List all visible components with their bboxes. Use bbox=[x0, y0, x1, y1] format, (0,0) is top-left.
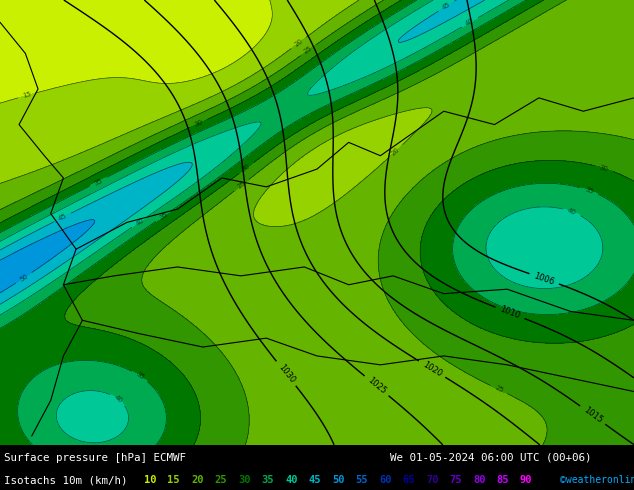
Text: 70: 70 bbox=[426, 475, 439, 485]
Text: 65: 65 bbox=[403, 475, 415, 485]
Text: 20: 20 bbox=[391, 146, 401, 156]
Text: 35: 35 bbox=[261, 475, 274, 485]
Text: 30: 30 bbox=[241, 163, 252, 173]
Text: 15: 15 bbox=[22, 91, 32, 99]
Text: 85: 85 bbox=[496, 475, 509, 485]
Text: 1015: 1015 bbox=[581, 405, 604, 425]
Text: 35: 35 bbox=[158, 211, 169, 221]
Text: 1025: 1025 bbox=[366, 376, 387, 396]
Text: 25: 25 bbox=[303, 45, 314, 55]
Text: 25: 25 bbox=[236, 180, 247, 190]
Text: 20: 20 bbox=[191, 475, 204, 485]
Text: 40: 40 bbox=[134, 217, 145, 227]
Text: 40: 40 bbox=[465, 18, 476, 27]
Text: 75: 75 bbox=[450, 475, 462, 485]
Text: 40: 40 bbox=[113, 394, 123, 404]
Text: 25: 25 bbox=[494, 385, 504, 394]
Text: 60: 60 bbox=[379, 475, 392, 485]
Text: 40: 40 bbox=[285, 475, 297, 485]
Text: 1010: 1010 bbox=[499, 305, 522, 321]
Text: 35: 35 bbox=[584, 186, 595, 195]
Text: 20: 20 bbox=[294, 38, 304, 48]
Text: ©weatheronline.co.uk: ©weatheronline.co.uk bbox=[560, 475, 634, 485]
Text: 30: 30 bbox=[238, 475, 250, 485]
Text: 30: 30 bbox=[193, 119, 204, 128]
Text: 1006: 1006 bbox=[533, 271, 555, 287]
Text: Surface pressure [hPa] ECMWF: Surface pressure [hPa] ECMWF bbox=[4, 453, 186, 463]
Text: 45: 45 bbox=[441, 1, 452, 11]
Text: We 01-05-2024 06:00 UTC (00+06): We 01-05-2024 06:00 UTC (00+06) bbox=[390, 453, 592, 463]
Text: 90: 90 bbox=[520, 475, 533, 485]
Text: 10: 10 bbox=[144, 475, 157, 485]
Text: 15: 15 bbox=[167, 475, 180, 485]
Text: 45: 45 bbox=[57, 213, 68, 222]
Text: 45: 45 bbox=[309, 475, 321, 485]
Text: 35: 35 bbox=[134, 371, 145, 381]
Text: 1030: 1030 bbox=[276, 363, 296, 385]
Text: 55: 55 bbox=[356, 475, 368, 485]
Text: Isotachs 10m (km/h): Isotachs 10m (km/h) bbox=[4, 475, 127, 485]
Text: 50: 50 bbox=[18, 273, 29, 283]
Text: 35: 35 bbox=[93, 177, 103, 187]
Text: 80: 80 bbox=[473, 475, 486, 485]
Text: 40: 40 bbox=[567, 207, 577, 216]
Text: 30: 30 bbox=[598, 164, 609, 172]
Text: 50: 50 bbox=[332, 475, 344, 485]
Text: 1020: 1020 bbox=[421, 360, 443, 378]
Text: 25: 25 bbox=[214, 475, 227, 485]
